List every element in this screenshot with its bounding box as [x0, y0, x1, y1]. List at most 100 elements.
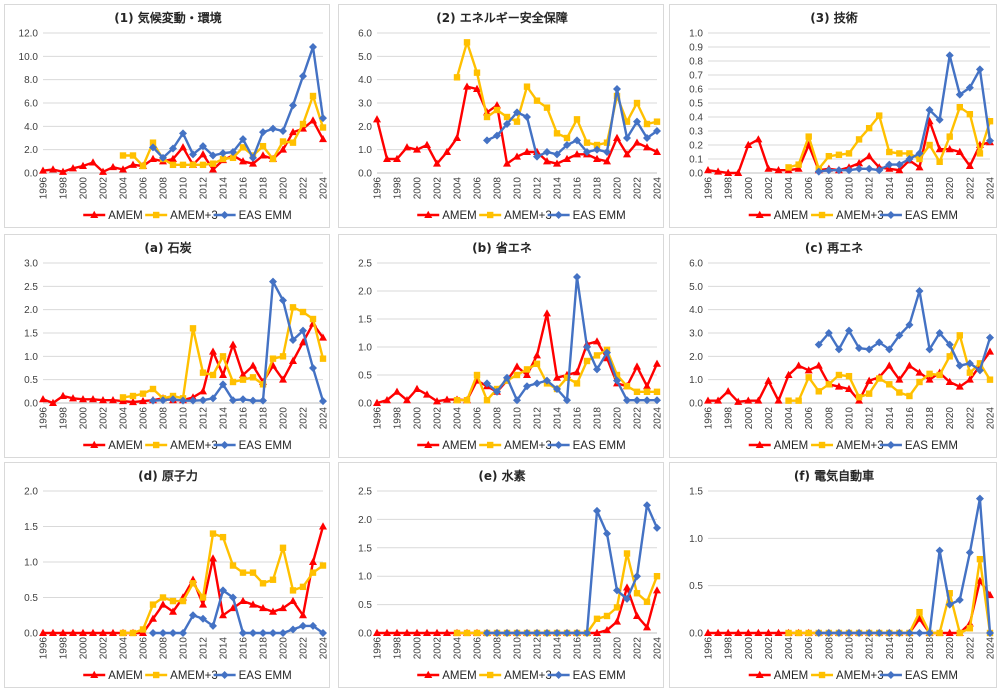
data-point [383, 154, 391, 162]
legend-marker [886, 211, 895, 219]
data-point [573, 150, 581, 158]
x-tick-label: 2024 [653, 407, 664, 430]
x-tick-label: 2002 [764, 637, 775, 660]
data-point [259, 128, 267, 137]
legend-label: AMEM [108, 440, 142, 452]
data-point [744, 396, 753, 404]
data-point [865, 376, 874, 384]
data-point [643, 134, 651, 142]
legend-marker [424, 210, 433, 218]
y-tick-label: 4.0 [689, 305, 703, 316]
data-point [423, 390, 431, 398]
data-point [249, 361, 257, 369]
data-point [876, 112, 883, 119]
data-point [209, 530, 217, 537]
data-point [189, 325, 197, 332]
data-point [533, 360, 541, 367]
y-tick-label: 2.0 [24, 487, 38, 498]
data-point [714, 628, 723, 636]
legend: AMEM AMEM+3 EAS EMM [83, 210, 292, 222]
data-point [99, 628, 107, 636]
data-point [593, 365, 601, 374]
data-point [533, 351, 541, 359]
data-point [149, 629, 157, 637]
data-point [393, 387, 401, 395]
data-point [764, 164, 773, 172]
data-point [976, 555, 984, 563]
data-point [249, 629, 257, 637]
data-point [865, 152, 874, 160]
data-point [573, 380, 581, 387]
x-tick-label: 2002 [764, 177, 775, 200]
legend-marker [755, 210, 764, 218]
data-point [955, 361, 964, 370]
x-tick-label: 2024 [653, 637, 664, 660]
data-point [926, 141, 933, 149]
data-point [875, 629, 884, 637]
data-point [149, 154, 157, 162]
data-point [159, 629, 167, 637]
data-point [319, 522, 327, 530]
x-tick-label: 2006 [139, 177, 150, 200]
series-amem [373, 309, 661, 406]
data-point [209, 554, 217, 562]
data-point [299, 326, 307, 335]
data-point [754, 135, 763, 143]
x-tick-label: 2008 [824, 637, 835, 660]
data-point [916, 378, 923, 386]
data-point [259, 629, 267, 637]
data-point [523, 366, 531, 373]
data-point [965, 161, 974, 169]
data-point [279, 127, 287, 135]
data-point [855, 136, 863, 143]
series-eas-emm [149, 277, 327, 406]
data-point [915, 163, 924, 171]
data-point [443, 395, 451, 403]
legend-marker [220, 441, 229, 449]
data-point [289, 139, 297, 146]
data-point [885, 629, 894, 637]
data-point [815, 388, 822, 395]
x-tick-label: 2000 [79, 407, 90, 430]
x-tick-label: 2024 [319, 177, 330, 200]
x-tick-label: 2012 [533, 637, 544, 660]
x-tick-label: 2010 [513, 407, 524, 430]
data-point [129, 152, 137, 159]
data-point [169, 144, 177, 153]
series-eas-emm [814, 494, 994, 637]
y-tick-label: 1.0 [358, 145, 372, 156]
x-tick-label: 2016 [573, 177, 584, 200]
chart-svg: (c) 再エネ 0.0 1.0 2.0 3.0 4.0 5.0 6.0 1996 1998 2000… [689, 241, 996, 452]
chart-title: (f) 電気自動車 [794, 468, 874, 483]
chart-panel-8: (e) 水素 0.0 0.5 1.0 1.5 2.0 2.5 1996 1998 2000 2002… [338, 462, 664, 688]
data-point [543, 104, 551, 111]
data-point [956, 104, 963, 111]
data-point [139, 626, 147, 633]
data-point [975, 494, 984, 503]
x-tick-label: 2022 [299, 407, 310, 430]
y-tick-label: 1.5 [689, 487, 703, 498]
x-tick-label: 2010 [845, 407, 856, 430]
data-point [945, 628, 954, 636]
y-tick-label: 2.0 [24, 145, 38, 156]
legend: AMEM AMEM+3 EAS EMM [83, 670, 292, 682]
data-point [49, 398, 57, 406]
y-tick-label: 0.9 [689, 43, 703, 54]
chart-svg: (d) 原子力 0.0 0.5 1.0 1.5 2.0 1996 1998 2000 2002 20… [24, 468, 329, 682]
data-point [814, 340, 823, 349]
data-point [443, 147, 451, 155]
series-eas-emm [149, 43, 327, 162]
data-point [309, 116, 317, 124]
data-point [219, 353, 227, 360]
data-point [583, 139, 591, 146]
x-tick-label: 2006 [139, 637, 150, 660]
x-tick-label: 2024 [653, 177, 664, 200]
x-tick-label: 2006 [139, 407, 150, 430]
data-point [119, 165, 127, 173]
x-tick-label: 2000 [413, 407, 424, 430]
data-point [309, 92, 317, 100]
data-point [309, 364, 317, 372]
y-tick-label: 0.5 [24, 375, 38, 386]
data-point [433, 628, 441, 636]
legend-marker [152, 211, 160, 219]
